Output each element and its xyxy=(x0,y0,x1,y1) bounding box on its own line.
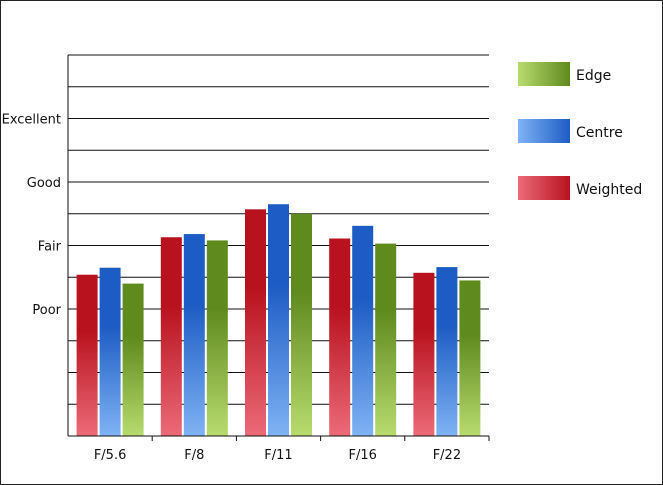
legend-label-edge: Edge xyxy=(576,68,611,84)
y-tick-label: Good xyxy=(27,176,61,191)
bar-edge xyxy=(122,283,144,436)
bar-centre xyxy=(99,267,121,436)
x-tick-label: F/16 xyxy=(348,448,376,463)
legend-label-centre: Centre xyxy=(576,125,623,141)
legend-label-weighted: Weighted xyxy=(576,182,642,198)
bar-edge xyxy=(206,240,228,436)
bar-weighted xyxy=(413,272,435,436)
y-tick-labels: Poor Fair Good Excellent xyxy=(2,113,62,319)
x-tick-label: F/22 xyxy=(433,448,461,463)
legend-swatch-weighted xyxy=(518,176,570,200)
y-tick-label: Poor xyxy=(32,303,61,318)
bar-weighted xyxy=(76,274,98,436)
y-tick-label: Excellent xyxy=(2,113,61,128)
x-tick-label: F/11 xyxy=(264,448,292,463)
y-tick-label: Fair xyxy=(38,240,62,255)
bar-edge xyxy=(459,280,481,436)
x-tick-labels: F/5.6 F/8 F/11 F/16 F/22 xyxy=(94,436,490,463)
axes xyxy=(67,55,489,437)
legend-swatch-edge xyxy=(518,62,570,86)
bar-weighted xyxy=(245,209,266,436)
bar-edge xyxy=(291,213,312,436)
x-tick-label: F/5.6 xyxy=(94,448,127,463)
legend-swatch-centre xyxy=(518,119,570,143)
bar-centre xyxy=(268,204,289,436)
bar-edge xyxy=(375,243,397,436)
bar-weighted xyxy=(160,237,182,436)
legend: Edge Centre Weighted xyxy=(518,62,642,200)
bar-weighted xyxy=(329,238,351,436)
bar-group xyxy=(76,204,481,436)
bar-centre xyxy=(352,225,374,436)
bar-centre xyxy=(436,267,458,436)
x-tick-label: F/8 xyxy=(184,448,204,463)
bar-centre xyxy=(183,234,205,436)
